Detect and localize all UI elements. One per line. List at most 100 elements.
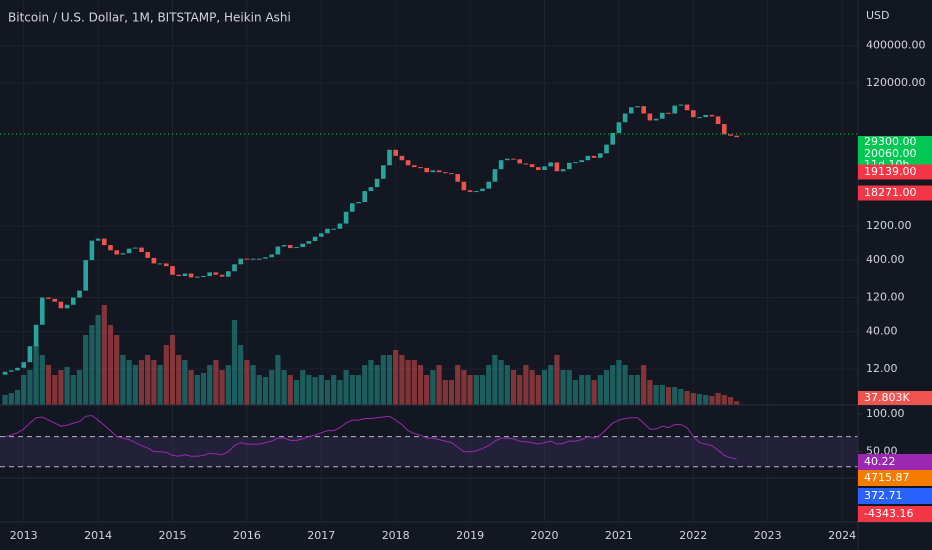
volume-bar — [529, 370, 535, 405]
volume-bar — [572, 380, 579, 405]
candle-body — [486, 181, 491, 189]
volume-bar — [411, 360, 417, 405]
candle-body — [728, 134, 733, 136]
candle-body — [207, 272, 212, 277]
volume-bar — [132, 365, 138, 405]
volume-bar — [231, 320, 238, 405]
volume-bar — [479, 375, 486, 405]
volume-bar — [219, 370, 225, 405]
candle-body — [343, 211, 349, 224]
volume-bar — [703, 395, 709, 405]
volume-bar — [399, 355, 405, 405]
candle-body — [9, 370, 14, 372]
candle-body — [350, 203, 355, 212]
volume-bar — [591, 380, 597, 405]
candle-body — [114, 250, 119, 255]
volume-bar — [238, 345, 244, 405]
volume-bar — [120, 355, 126, 405]
candle-body — [629, 107, 634, 114]
candle-body — [250, 258, 256, 260]
candle-body — [244, 258, 250, 260]
volume-bar — [151, 360, 157, 405]
candle-body — [604, 144, 609, 154]
candle-body — [610, 133, 615, 145]
volume-bar — [225, 365, 231, 405]
volume-bar — [393, 350, 399, 405]
candle-body — [505, 158, 510, 161]
volume-bar — [306, 375, 312, 405]
macd-badge-bg — [858, 470, 932, 486]
candle-body — [213, 272, 219, 275]
candle-body — [387, 149, 392, 166]
candle-body — [170, 266, 175, 275]
volume-bar — [200, 373, 207, 405]
volume-bar — [585, 375, 591, 405]
volume-bar — [672, 387, 678, 405]
volume-bar — [566, 370, 572, 405]
volume-bar — [430, 370, 436, 405]
candle-body — [412, 165, 417, 168]
volume-bar — [213, 360, 219, 405]
rsi-badge: 40.22 — [864, 455, 896, 468]
candle-body — [548, 162, 553, 167]
candle-body — [95, 238, 101, 241]
candle-body — [64, 304, 70, 309]
x-tick-label: 2024 — [828, 529, 856, 542]
volume-bar — [64, 367, 70, 405]
candle-body — [294, 247, 299, 249]
candle-body — [405, 160, 411, 166]
candle-body — [176, 274, 181, 277]
candle-body — [393, 149, 398, 156]
volume-bar — [33, 345, 39, 405]
volume-bar — [492, 355, 498, 405]
x-tick-label: 2016 — [233, 529, 261, 542]
x-tick-label: 2023 — [754, 529, 782, 542]
volume-bar — [448, 380, 455, 405]
volume-bar — [665, 387, 672, 405]
price-badge-bg — [858, 185, 932, 201]
candle-body — [151, 257, 157, 264]
volume-bar — [690, 393, 696, 405]
volume-bar — [653, 385, 659, 405]
y-tick-label: 400.00 — [866, 253, 905, 266]
candle-body — [164, 263, 169, 267]
volume-badge-bg — [858, 391, 932, 405]
volume-bar — [442, 380, 448, 405]
volume-bar — [169, 335, 176, 405]
candle-body — [474, 191, 479, 193]
candle-body — [238, 258, 243, 265]
volume-bar — [727, 397, 734, 405]
candle-body — [21, 362, 26, 368]
volume-bar — [337, 380, 343, 405]
candle-body — [381, 165, 386, 179]
candle-body — [58, 301, 64, 309]
candle-body — [52, 298, 57, 302]
candle-body — [46, 297, 51, 299]
volume-bar — [107, 325, 114, 405]
volume-bar — [734, 401, 740, 405]
candle-body — [734, 135, 739, 138]
candle-body — [331, 228, 336, 230]
volume-bar — [281, 370, 287, 405]
y-tick-label: 120.00 — [866, 291, 905, 304]
price-badge: 19139.00 — [864, 165, 917, 178]
volume-bar — [207, 365, 213, 405]
volume-bar — [628, 375, 634, 405]
candle-body — [275, 246, 281, 255]
candle-body — [616, 122, 622, 134]
volume-bar — [417, 365, 424, 405]
volume-bar — [548, 365, 554, 405]
candle-body — [27, 346, 33, 363]
x-tick-label: 2015 — [159, 529, 187, 542]
volume-bar — [95, 315, 101, 405]
x-tick-label: 2022 — [679, 529, 707, 542]
candle-body — [641, 106, 646, 114]
volume-bar — [486, 365, 492, 405]
candle-body — [511, 158, 516, 160]
candle-body — [554, 162, 560, 172]
candle-body — [567, 162, 572, 170]
candle-body — [145, 252, 150, 258]
volume-bar — [70, 375, 76, 405]
volume-bar — [380, 355, 386, 405]
candle-body — [536, 167, 541, 170]
